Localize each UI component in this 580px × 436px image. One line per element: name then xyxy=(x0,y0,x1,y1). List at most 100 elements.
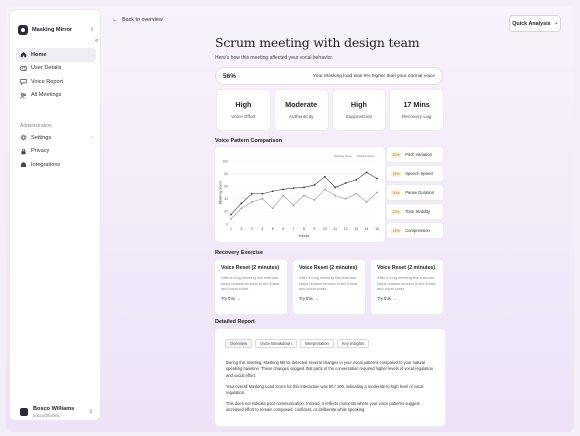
try-this-link[interactable]: Try this → xyxy=(299,295,319,301)
data-point xyxy=(323,188,326,191)
collapse-sidebar-icon[interactable]: « xyxy=(95,38,99,44)
x-tick-label: 12 xyxy=(344,227,348,231)
page-subtitle: Here's how this meeting affected your vo… xyxy=(215,55,334,61)
y-tick-label: 20 xyxy=(224,210,228,214)
tab-overview[interactable]: Overview xyxy=(225,339,253,348)
sidebar-item-label: Settings xyxy=(31,134,52,141)
data-point xyxy=(334,186,337,189)
feature-name: Compression xyxy=(405,228,430,233)
data-point xyxy=(230,218,232,220)
integrations-icon xyxy=(20,161,27,168)
y-axis-label: Masking Score xyxy=(219,181,223,205)
user-email: bosco@lunetic xyxy=(33,413,61,418)
tab-voice-breakdown[interactable]: Voice Breakdown xyxy=(255,339,297,348)
brand-name: Masking Mirror xyxy=(32,27,73,33)
masking-load-banner: 56% Your Masking load was 9% higher than… xyxy=(215,67,443,85)
x-tick-label: 11 xyxy=(334,227,338,231)
quick-analysis-label: Quick Analysis xyxy=(512,20,551,27)
data-point xyxy=(250,192,253,195)
sidebar-item-user-details[interactable]: User Details xyxy=(16,62,96,76)
try-this-link[interactable]: Try this → xyxy=(377,295,397,301)
exercise-description: After a long meeting this exercise helps… xyxy=(377,275,436,292)
feature-percent: 32% xyxy=(391,151,402,158)
sidebar-item-home[interactable]: Home xyxy=(16,48,96,62)
data-point xyxy=(261,192,264,195)
tab-interpretation[interactable]: Interpretation xyxy=(299,339,334,348)
metric-value: Moderate xyxy=(285,100,318,109)
feature-percent: 23% xyxy=(391,208,402,215)
data-point xyxy=(261,197,264,200)
feature-name: Pause Duration xyxy=(405,190,435,195)
sidebar-item-label: Voice Report xyxy=(31,78,64,85)
data-point xyxy=(282,188,285,191)
feature-list: 32% Pitch Variation 15% Speech Speed 30%… xyxy=(387,147,443,242)
feature-item[interactable]: 15% Speech Speed xyxy=(387,166,443,181)
x-tick-label: 2 xyxy=(240,227,242,231)
user-name: Bosco Williams xyxy=(33,406,75,412)
exercise-title: Voice Reset (2 minutes) xyxy=(377,265,436,271)
data-point xyxy=(282,194,285,197)
try-this-link[interactable]: Try this → xyxy=(221,295,241,301)
metric-value: High xyxy=(235,100,252,109)
data-point xyxy=(344,197,347,200)
report-tabs: Overview Voice Breakdown Interpretation … xyxy=(225,339,370,348)
sidebar-item-integrations[interactable]: Integrations xyxy=(16,158,96,172)
exercise-title: Voice Reset (2 minutes) xyxy=(299,265,358,271)
voice-report-icon xyxy=(20,78,27,86)
metric-card: High Suppression xyxy=(332,90,386,130)
feature-percent: 15% xyxy=(391,170,402,177)
chevron-updown-icon: ⇕ xyxy=(89,27,94,33)
y-tick-label: 100 xyxy=(222,159,228,163)
feature-item[interactable]: 18% Compression xyxy=(387,223,443,238)
data-point xyxy=(230,213,232,216)
y-tick-label: 0 xyxy=(226,222,228,226)
feature-item[interactable]: 23% Tone Stability xyxy=(387,204,443,219)
data-point xyxy=(313,199,316,201)
quick-analysis-button[interactable]: Quick Analysis + xyxy=(509,15,561,32)
recovery-exercises: Voice Reset (2 minutes) After a long mee… xyxy=(215,260,443,314)
plus-icon: + xyxy=(554,20,558,27)
x-tick-label: 8 xyxy=(303,227,305,231)
metric-label: Voice Effort xyxy=(231,115,256,120)
data-point xyxy=(376,191,378,194)
feature-item[interactable]: 32% Pitch Variation xyxy=(387,147,443,162)
brand-switcher[interactable]: Masking Mirror ⇕ xyxy=(18,19,94,41)
report-paragraph: Your overall Masking Load Score for this… xyxy=(226,383,424,395)
sidebar-item-settings[interactable]: Settings › xyxy=(16,131,96,145)
back-to-overview-link[interactable]: ← Back to overview xyxy=(112,17,163,23)
report-paragraph: This does not indicate poor communicatio… xyxy=(226,400,420,413)
page-title: Scrum meeting with design team xyxy=(215,35,420,50)
data-point xyxy=(344,182,347,184)
brand-logo-icon xyxy=(18,25,28,35)
masking-load-value: 56% xyxy=(223,72,237,80)
tab-key-insights[interactable]: Key Insights xyxy=(336,339,370,348)
sidebar-item-all-meetings[interactable]: All Meetings xyxy=(16,89,96,103)
detailed-report-heading: Detailed Report xyxy=(215,319,255,325)
feature-name: Tone Stability xyxy=(405,209,431,214)
x-tick-label: 10 xyxy=(323,227,327,231)
metric-value: High xyxy=(350,100,367,109)
metric-card: 17 Mins Recovery Lag xyxy=(390,90,443,130)
x-tick-label: 14 xyxy=(365,227,369,231)
admin-nav: Settings › Privacy Integrations xyxy=(16,131,96,172)
chevron-right-icon: › xyxy=(91,134,93,141)
data-point xyxy=(292,187,295,189)
recovery-heading: Recovery Exercise xyxy=(215,250,263,256)
chart-legend: Meeting Issue Natural Voice xyxy=(334,154,375,158)
main-nav: Home User Details Voice Report All Meeti… xyxy=(16,48,96,102)
sidebar-item-privacy[interactable]: Privacy xyxy=(16,145,96,159)
feature-item[interactable]: 30% Pause Duration xyxy=(387,185,443,200)
report-paragraph: During this meeting, Masking Mirror dete… xyxy=(226,360,434,378)
metric-label: Recovery Lag xyxy=(401,115,432,120)
x-axis-label: Weeks xyxy=(299,234,310,238)
metric-label: Suppression xyxy=(345,115,373,120)
feature-name: Pitch Variation xyxy=(405,152,432,157)
metric-card: High Voice Effort xyxy=(217,90,270,130)
x-tick-label: 7 xyxy=(293,227,295,231)
sidebar-item-voice-report[interactable]: Voice Report xyxy=(16,75,96,89)
legend-entry: Natural Voice xyxy=(357,154,375,158)
feature-percent: 18% xyxy=(391,227,402,234)
y-tick-label: 60 xyxy=(224,185,228,189)
user-menu[interactable]: Bosco Williams bosco@lunetic ⇕ xyxy=(16,400,96,424)
meetings-icon xyxy=(20,92,27,99)
